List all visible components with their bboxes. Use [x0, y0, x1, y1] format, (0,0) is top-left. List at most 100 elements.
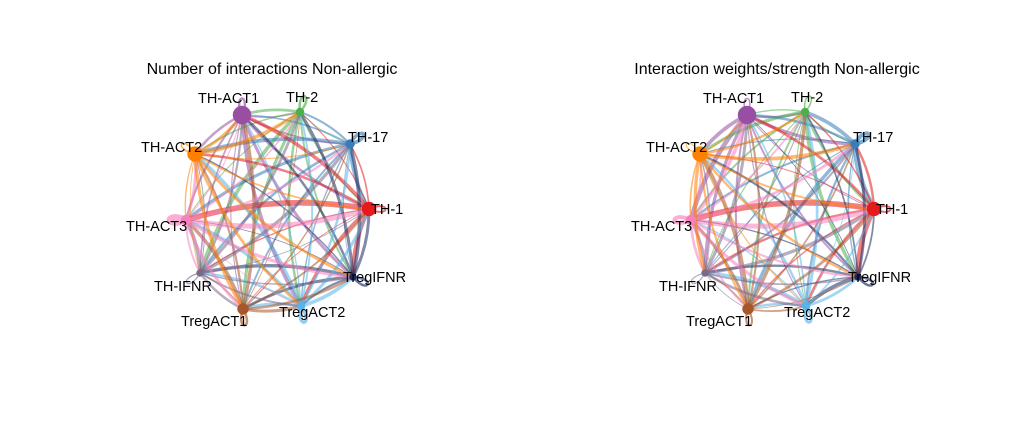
- edge-TH-1-to-TregACT1: [242, 208, 370, 310]
- node-TregACT2: [801, 301, 811, 311]
- edge-TH-IFNR-to-TH-ACT1: [198, 113, 244, 275]
- edge-TH-ACT3-to-TregACT2: [689, 218, 808, 308]
- edge-TH-2-to-TregACT2: [793, 111, 807, 307]
- node-labels: TH-ACT1 TH-2 TH-17 TH-1 TregIFNR TregACT2 Treg…: [126, 90, 406, 330]
- node-TregIFNR: [349, 273, 357, 281]
- edge-TH-ACT2-to-TH-17: [194, 143, 351, 160]
- edge-TregACT1-to-TH-ACT1: [745, 113, 761, 311]
- edge-TH-ACT2-to-TH-2: [193, 110, 302, 156]
- node-label-TH-ACT1: TH-ACT1: [198, 91, 259, 107]
- edge-TH-IFNR-to-TH-ACT1: [703, 113, 749, 275]
- node-TregACT2: [296, 301, 306, 311]
- self-loop-TH-ACT3: [166, 214, 188, 226]
- node-label-TH-2: TH-2: [791, 90, 823, 106]
- edge-TregACT1-to-TH-1: [242, 208, 370, 310]
- edge-TH-ACT3-to-TH-ACT1: [689, 113, 749, 222]
- edge-TH-ACT3-to-TregIFNR: [184, 218, 355, 279]
- node-label-TH-ACT3: TH-ACT3: [631, 219, 692, 235]
- edge-TregACT2-to-TH-IFNR: [198, 271, 303, 308]
- edge-TH-ACT2-to-TregACT2: [193, 152, 303, 308]
- edge-TH-IFNR-to-TH-17: [198, 142, 352, 275]
- edge-TH-ACT2-to-TH-IFNR: [693, 152, 707, 275]
- node-TH-ACT1: [232, 105, 252, 125]
- edge-TH-IFNR-to-TregIFNR: [199, 272, 354, 285]
- node-label-TH-ACT3: TH-ACT3: [126, 219, 187, 235]
- node-TH-1: [866, 201, 882, 217]
- edge-TH-ACT2-to-TH-IFNR: [189, 153, 201, 274]
- edge-TregACT1-to-TH-ACT2: [698, 152, 750, 311]
- edge-TregACT2-to-TH-1: [805, 208, 875, 307]
- edge-TH-ACT1-to-TH-1: [746, 114, 875, 210]
- edge-TregACT1-to-TregIFNR: [747, 276, 859, 310]
- edge-TH-ACT3-to-TH-ACT1: [185, 114, 243, 221]
- edge-TH-ACT3-to-TH-2: [690, 111, 806, 221]
- edge-TregIFNR-to-TH-2: [804, 111, 859, 278]
- edge-TregACT1-to-TH-ACT2: [193, 152, 245, 311]
- self-loop-TregACT2: [298, 304, 308, 324]
- node-label-TregIFNR: TregIFNR: [848, 270, 911, 286]
- edge-TH-17-to-TH-2: [298, 110, 352, 146]
- edge-TH-ACT2-to-TregIFNR: [698, 152, 860, 279]
- edge-TregACT1-to-TH-2: [242, 111, 301, 310]
- edge-TH-IFNR-to-TH-17: [703, 142, 857, 275]
- edge-TregACT1-to-TH-1: [746, 207, 876, 311]
- edge-TH-1-to-TH-ACT1: [240, 113, 371, 211]
- edge-TH-2-to-TH-IFNR: [198, 110, 302, 275]
- edge-TH-2-to-TregACT2: [287, 110, 303, 308]
- edge-TregACT2-to-TH-2: [803, 110, 819, 308]
- edge-TH-ACT2-to-TH-1: [194, 153, 370, 210]
- edge-TH-17-to-TregIFNR: [847, 143, 859, 278]
- panel-title-number-of-interactions: Number of interactions Non-allergic: [147, 61, 398, 78]
- node-TH-ACT1: [737, 105, 757, 125]
- node-TregACT1: [237, 303, 249, 315]
- edge-TregACT2-to-TH-17: [299, 142, 352, 308]
- self-loop-TH-2: [803, 95, 813, 113]
- node-label-TH-ACT2: TH-ACT2: [646, 140, 707, 156]
- panel-interaction-weights: Interaction weights/strength Non-allergi…: [631, 61, 920, 330]
- node-TH-17: [850, 139, 860, 149]
- node-label-TregACT1: TregACT1: [686, 314, 752, 330]
- self-loop-TH-17: [853, 131, 871, 146]
- panel-number-of-interactions: Number of interactions Non-allergic TH-A…: [126, 61, 406, 330]
- edge-TregACT2-to-TH-ACT3: [184, 218, 303, 308]
- node-label-TH-ACT2: TH-ACT2: [141, 140, 202, 156]
- node-TH-2: [800, 107, 810, 117]
- edge-TH-ACT1-to-TregACT1: [734, 113, 750, 311]
- edge-TH-1-to-TH-ACT2: [193, 152, 371, 211]
- edge-TregIFNR-to-TH-2: [298, 110, 355, 279]
- network-nodes: [685, 105, 882, 315]
- edge-TregACT1-to-TH-17: [747, 143, 856, 310]
- edge-TH-ACT2-to-TH-1: [699, 153, 875, 210]
- panel-title-interaction-weights: Interaction weights/strength Non-allergi…: [634, 61, 919, 78]
- edge-TH-2-to-TH-IFNR: [704, 111, 806, 274]
- network-nodes: [180, 105, 377, 315]
- node-TH-ACT3: [180, 214, 192, 226]
- edge-TregACT1-to-TregIFNR: [241, 275, 355, 311]
- edge-TH-ACT2-to-TregACT1: [698, 152, 750, 311]
- self-loop-TH-ACT3: [672, 215, 692, 225]
- node-label-TH-17: TH-17: [348, 130, 388, 146]
- self-loop-TH-IFNR: [690, 272, 706, 285]
- edge-TH-1-to-TregACT1: [747, 208, 875, 310]
- edge-TH-ACT2-to-TregACT2: [699, 153, 807, 307]
- node-label-TH-1: TH-1: [876, 202, 908, 218]
- node-label-TregACT2: TregACT2: [784, 305, 850, 321]
- edge-TH-IFNR-to-TregIFNR: [704, 272, 859, 286]
- edge-TH-ACT1-to-TregACT1: [230, 114, 244, 310]
- node-TH-17: [345, 139, 355, 149]
- self-loop-TregIFNR: [352, 275, 370, 287]
- node-label-TregIFNR: TregIFNR: [343, 270, 406, 286]
- node-TregACT1: [742, 303, 754, 315]
- edge-TH-ACT2-to-TH-17: [698, 142, 857, 161]
- edge-TregACT2-to-TregIFNR: [804, 275, 860, 308]
- node-label-TH-IFNR: TH-IFNR: [659, 279, 717, 295]
- node-TH-ACT2: [692, 146, 708, 162]
- edge-TregIFNR-to-TH-ACT1: [746, 114, 859, 278]
- self-loop-TregIFNR: [857, 275, 875, 287]
- edge-TH-ACT2-to-TH-2: [698, 110, 807, 156]
- edge-TH-ACT1-to-TH-1: [240, 113, 371, 211]
- edge-TregACT2-to-TH-2: [299, 111, 314, 307]
- edge-TH-ACT3-to-TregACT2: [185, 219, 302, 307]
- edge-TregACT1-to-TH-17: [242, 143, 351, 310]
